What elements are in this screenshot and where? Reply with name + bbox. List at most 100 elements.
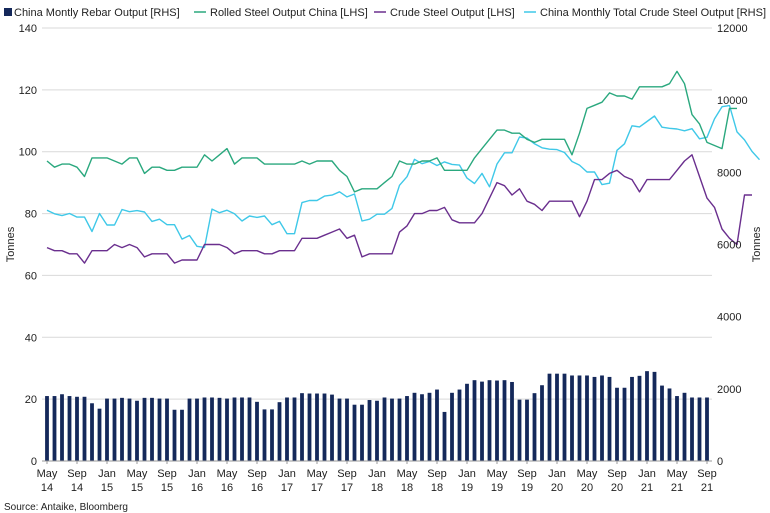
rebar-bar [547, 373, 552, 461]
rebar-bar [330, 394, 334, 461]
rebar-bar [502, 380, 507, 461]
rebar-bar [345, 398, 349, 461]
x-tick-label-month: May [307, 468, 328, 480]
axes: 0 20 40 60 80 100 120 140 0 2000 4000 6000 8000 10000… [5, 23, 763, 494]
rebar-bar [615, 387, 619, 461]
rebar-bar [375, 400, 379, 461]
rebar-bar [450, 392, 454, 461]
rebar-bar [480, 381, 484, 461]
rebar-bar [607, 376, 612, 461]
rebar-bar [585, 375, 589, 461]
right-tick-label: 10000 [717, 95, 748, 107]
rebar-bar [337, 398, 342, 461]
rebar-bar [247, 397, 252, 461]
legend-label-rebar: China Montly Rebar Output [RHS] [14, 7, 180, 19]
x-tick-label-year: 20 [551, 482, 563, 494]
x-tick-label-month: May [37, 468, 58, 480]
legend-label-crude: Crude Steel Output [LHS] [390, 7, 515, 19]
right-tick-label: 2000 [717, 384, 741, 396]
rebar-bar [112, 398, 117, 461]
rebar-bar [570, 375, 574, 461]
x-tick-label-month: Jan [638, 468, 656, 480]
rebar-bar [142, 397, 147, 461]
x-tick-label-year: 17 [281, 482, 293, 494]
right-tick-label: 4000 [717, 312, 741, 324]
rebar-bar [210, 397, 214, 461]
x-tick-label-month: Sep [67, 468, 87, 480]
rebar-bar [465, 383, 469, 461]
x-tick-label-year: 19 [491, 482, 503, 494]
x-tick-label-month: Sep [427, 468, 447, 480]
rebar-bar [645, 371, 649, 461]
rebar-bar [120, 397, 124, 461]
left-tick-label: 80 [25, 209, 37, 221]
x-tick-label-year: 18 [401, 482, 413, 494]
series-lines [46, 70, 761, 264]
x-tick-label-year: 14 [41, 482, 53, 494]
rebar-bar [322, 393, 327, 461]
rebar-bar [427, 392, 432, 461]
rebar-bar [180, 409, 184, 461]
x-tick-label-year: 17 [311, 482, 323, 494]
right-tick-label: 8000 [717, 167, 741, 179]
left-tick-label: 0 [31, 456, 37, 468]
x-tick-label-year: 19 [461, 482, 473, 494]
rebar-bar [225, 398, 229, 461]
x-tick-label-year: 15 [131, 482, 143, 494]
rebar-bar [600, 375, 604, 461]
rebar-bar [172, 409, 177, 461]
rebar-bar [60, 394, 64, 461]
rebar-bar [262, 409, 267, 461]
rebar-bar [187, 398, 192, 461]
x-tick-label-month: Jan [188, 468, 206, 480]
rebar-bar [487, 380, 492, 461]
x-tick-label-month: Jan [98, 468, 116, 480]
rebar-bar [592, 376, 597, 461]
rebar-bar [697, 397, 702, 461]
rebar-bar [705, 397, 709, 461]
rebar-bar [652, 371, 657, 461]
x-tick-label-month: Sep [157, 468, 177, 480]
rebar-bar [555, 373, 559, 461]
left-tick-label: 40 [25, 332, 37, 344]
x-tick-label-year: 21 [671, 482, 683, 494]
rebar-bar [637, 375, 642, 461]
x-tick-label-year: 16 [221, 482, 233, 494]
left-tick-label: 120 [19, 85, 37, 97]
rebar-bar [97, 408, 102, 461]
left-axis-title: Tonnes [5, 226, 17, 262]
left-tick-label: 20 [25, 394, 37, 406]
x-tick-label-year: 14 [71, 482, 83, 494]
rebar-bar [682, 392, 687, 461]
rebar-bar [67, 396, 72, 461]
rebar-bar [675, 396, 679, 461]
rebar-bar [195, 398, 199, 461]
rebar-bar [255, 401, 259, 461]
right-tick-label: 12000 [717, 23, 748, 35]
x-tick-label-month: Jan [368, 468, 386, 480]
x-tick-label-month: Jan [548, 468, 566, 480]
rebar-bar [157, 398, 162, 461]
gridlines [42, 27, 712, 462]
rebar-bar [270, 409, 274, 461]
rebar-bar [127, 398, 132, 461]
x-tick-label-month: May [487, 468, 508, 480]
x-tick-label-year: 18 [371, 482, 383, 494]
x-tick-label-year: 18 [431, 482, 443, 494]
rebar-bar [562, 373, 567, 461]
right-tick-label: 6000 [717, 240, 741, 252]
rebar-bar [217, 397, 222, 461]
left-tick-label: 100 [19, 147, 37, 159]
x-tick-label-month: Sep [607, 468, 627, 480]
rebar-bar [472, 380, 477, 461]
rebar-bar [525, 399, 529, 461]
x-tick-label-year: 20 [581, 482, 593, 494]
rebar-bar [667, 388, 672, 461]
x-tick-label-year: 15 [161, 482, 173, 494]
rebar-bar [165, 398, 169, 461]
legend-label-rolled: Rolled Steel Output China [LHS] [210, 7, 368, 19]
rebar-bar [135, 400, 139, 461]
rebar-bar [510, 381, 514, 461]
rebar-bar [52, 396, 57, 461]
